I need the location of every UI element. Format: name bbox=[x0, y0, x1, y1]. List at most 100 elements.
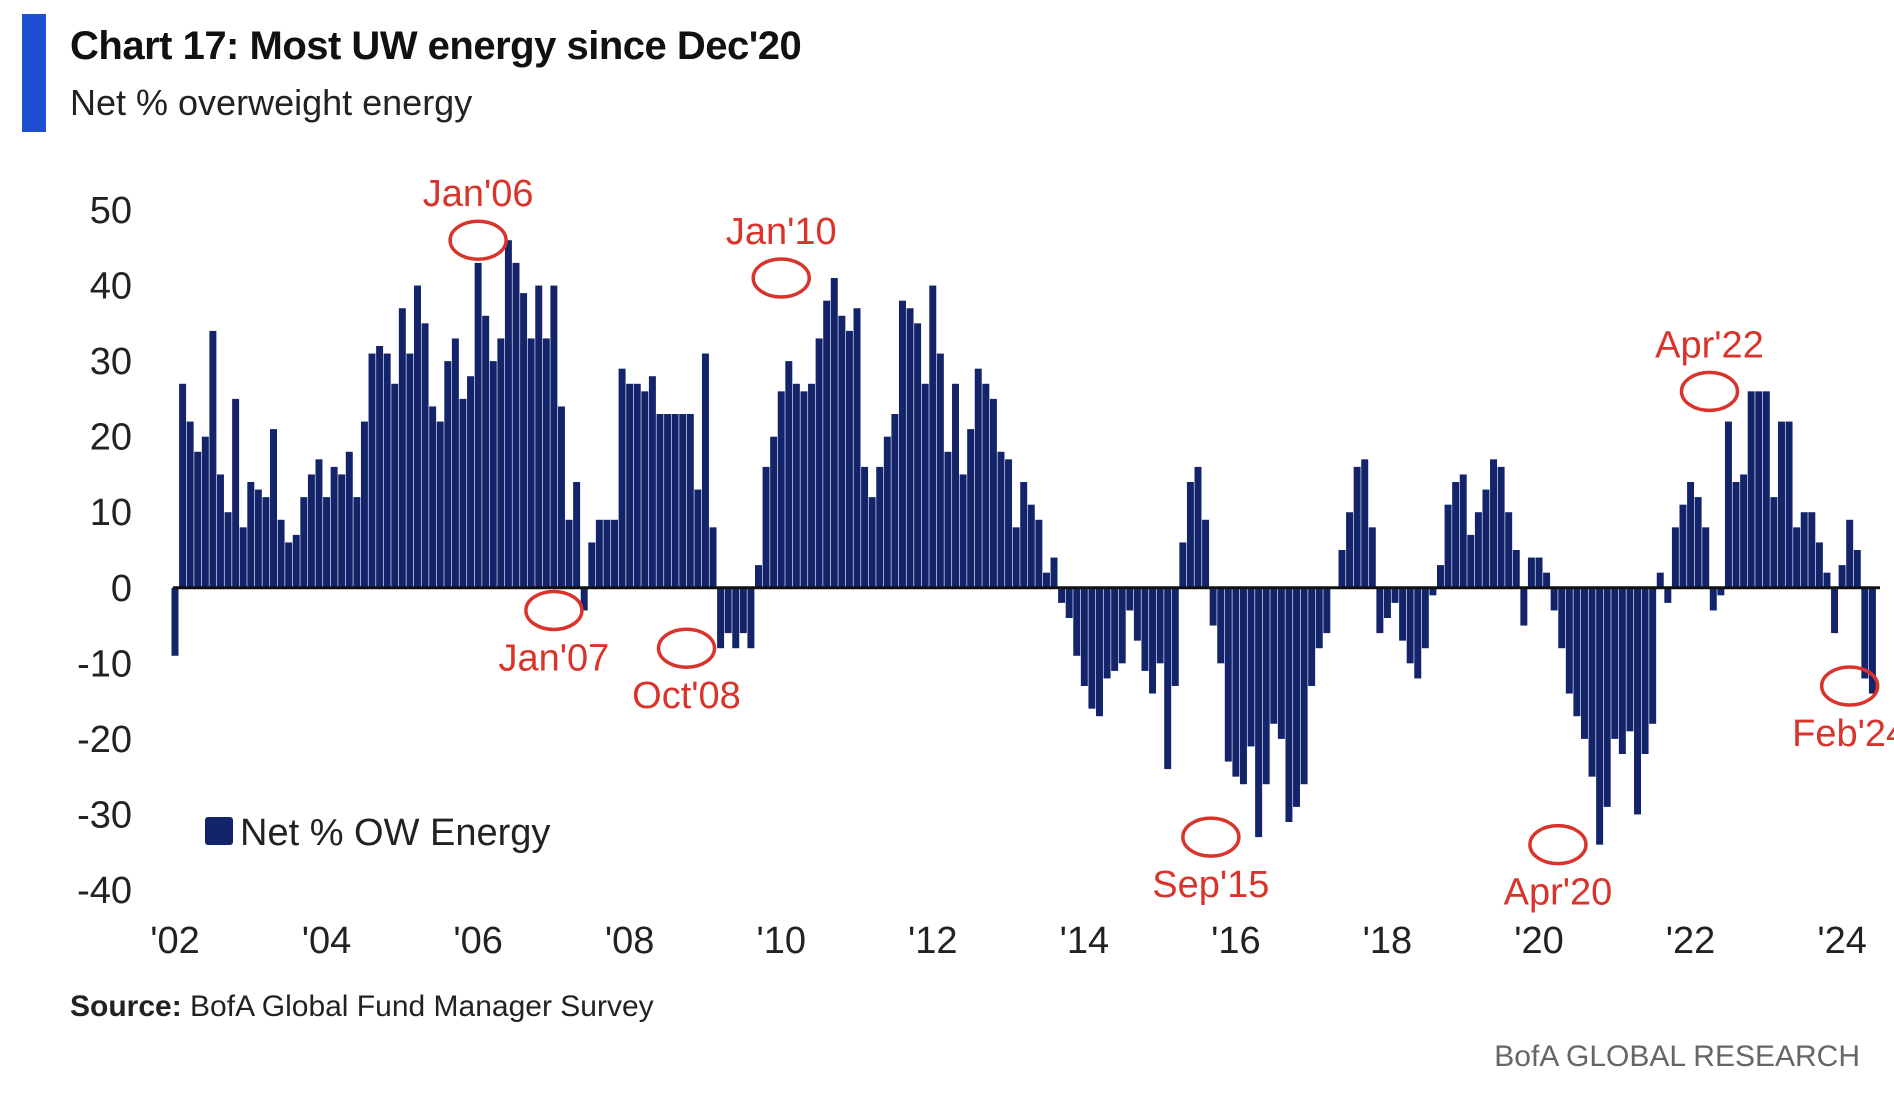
bar bbox=[861, 466, 869, 588]
bar bbox=[330, 466, 338, 588]
bar bbox=[1005, 459, 1013, 588]
x-tick-label: '22 bbox=[1666, 920, 1716, 962]
bar bbox=[1368, 527, 1376, 588]
bar bbox=[1156, 587, 1164, 664]
brand-footer: BofA GLOBAL RESEARCH bbox=[1494, 1040, 1860, 1073]
bar bbox=[429, 406, 437, 588]
legend: Net % OW Energy bbox=[205, 812, 550, 854]
bar bbox=[1823, 572, 1831, 588]
bar bbox=[1846, 519, 1854, 588]
bar bbox=[739, 587, 747, 634]
annotation-label: Apr'22 bbox=[1655, 324, 1764, 366]
bar bbox=[709, 527, 717, 588]
bar bbox=[201, 436, 209, 588]
bar bbox=[338, 474, 346, 588]
bar bbox=[1732, 482, 1740, 588]
bar bbox=[1649, 587, 1657, 724]
bar bbox=[1558, 587, 1566, 649]
bar bbox=[1770, 497, 1778, 588]
bar bbox=[1679, 504, 1687, 588]
bar bbox=[520, 293, 528, 588]
x-tick-label: '24 bbox=[1817, 920, 1867, 962]
bar bbox=[1141, 587, 1149, 671]
bar bbox=[1414, 587, 1422, 679]
annotation-circle bbox=[751, 257, 811, 299]
bar bbox=[694, 489, 702, 588]
y-tick-label: 50 bbox=[90, 190, 132, 232]
bar bbox=[1277, 587, 1285, 739]
y-tick-label: -20 bbox=[77, 719, 132, 761]
bar bbox=[1762, 391, 1770, 588]
bar bbox=[838, 315, 846, 588]
bar bbox=[974, 368, 982, 588]
x-tick-label: '14 bbox=[1060, 920, 1110, 962]
bar bbox=[1103, 587, 1111, 679]
bar bbox=[1065, 587, 1073, 618]
bar bbox=[376, 346, 384, 588]
bar bbox=[633, 383, 641, 588]
bar bbox=[944, 451, 952, 588]
bar bbox=[1186, 482, 1194, 588]
bar bbox=[497, 338, 505, 588]
bar bbox=[1058, 587, 1066, 603]
bar bbox=[1656, 572, 1664, 588]
annotation-circle bbox=[1819, 665, 1880, 707]
x-axis: '02 '04 '06 '08 '10 '12 '14 '16 '18 '20 '22 '24 bbox=[150, 920, 1867, 962]
bar bbox=[1740, 474, 1748, 588]
bar bbox=[770, 436, 778, 588]
bar bbox=[823, 300, 831, 588]
legend-label: Net % OW Energy bbox=[240, 812, 550, 854]
bar bbox=[762, 466, 770, 588]
bar bbox=[626, 383, 634, 588]
bar bbox=[1543, 572, 1551, 588]
bar bbox=[307, 474, 315, 588]
bar bbox=[808, 383, 816, 588]
y-tick-label: 0 bbox=[111, 568, 132, 610]
bar bbox=[171, 587, 179, 656]
bar bbox=[1262, 587, 1270, 785]
bar bbox=[512, 262, 520, 588]
x-tick-label: '20 bbox=[1514, 920, 1564, 962]
bar bbox=[504, 240, 512, 588]
x-tick-label: '02 bbox=[150, 920, 200, 962]
bar bbox=[1596, 587, 1604, 845]
annotation-circle bbox=[1528, 823, 1588, 866]
bar bbox=[1580, 587, 1588, 739]
bar bbox=[1520, 587, 1528, 626]
bar bbox=[1300, 587, 1308, 785]
bar bbox=[1171, 587, 1179, 686]
bar bbox=[1815, 542, 1823, 588]
bar bbox=[542, 338, 550, 588]
bar bbox=[1853, 550, 1861, 588]
bar bbox=[1634, 587, 1641, 815]
bar bbox=[1868, 587, 1876, 694]
bar bbox=[421, 323, 429, 588]
bar bbox=[588, 542, 596, 588]
bar bbox=[1027, 504, 1035, 588]
bar bbox=[1391, 587, 1399, 603]
bar bbox=[611, 519, 618, 588]
bar bbox=[254, 489, 262, 588]
bar bbox=[1012, 527, 1020, 588]
bar bbox=[1035, 519, 1043, 588]
bar bbox=[353, 497, 361, 588]
bar bbox=[989, 398, 997, 588]
bar bbox=[1164, 587, 1172, 770]
y-tick-label: 40 bbox=[90, 266, 132, 308]
bar bbox=[967, 429, 975, 588]
annotation-label: Jan'10 bbox=[726, 211, 837, 253]
bar bbox=[292, 534, 300, 588]
bar bbox=[550, 285, 558, 588]
bar bbox=[1247, 587, 1255, 747]
bar bbox=[1118, 587, 1126, 664]
bar bbox=[1588, 587, 1596, 777]
bar bbox=[1452, 482, 1460, 588]
bar bbox=[686, 414, 694, 588]
x-tick-label: '10 bbox=[756, 920, 806, 962]
bar bbox=[1550, 587, 1558, 611]
bar bbox=[830, 278, 838, 588]
bar bbox=[656, 414, 664, 588]
bar bbox=[406, 353, 414, 588]
bar bbox=[1709, 587, 1717, 611]
